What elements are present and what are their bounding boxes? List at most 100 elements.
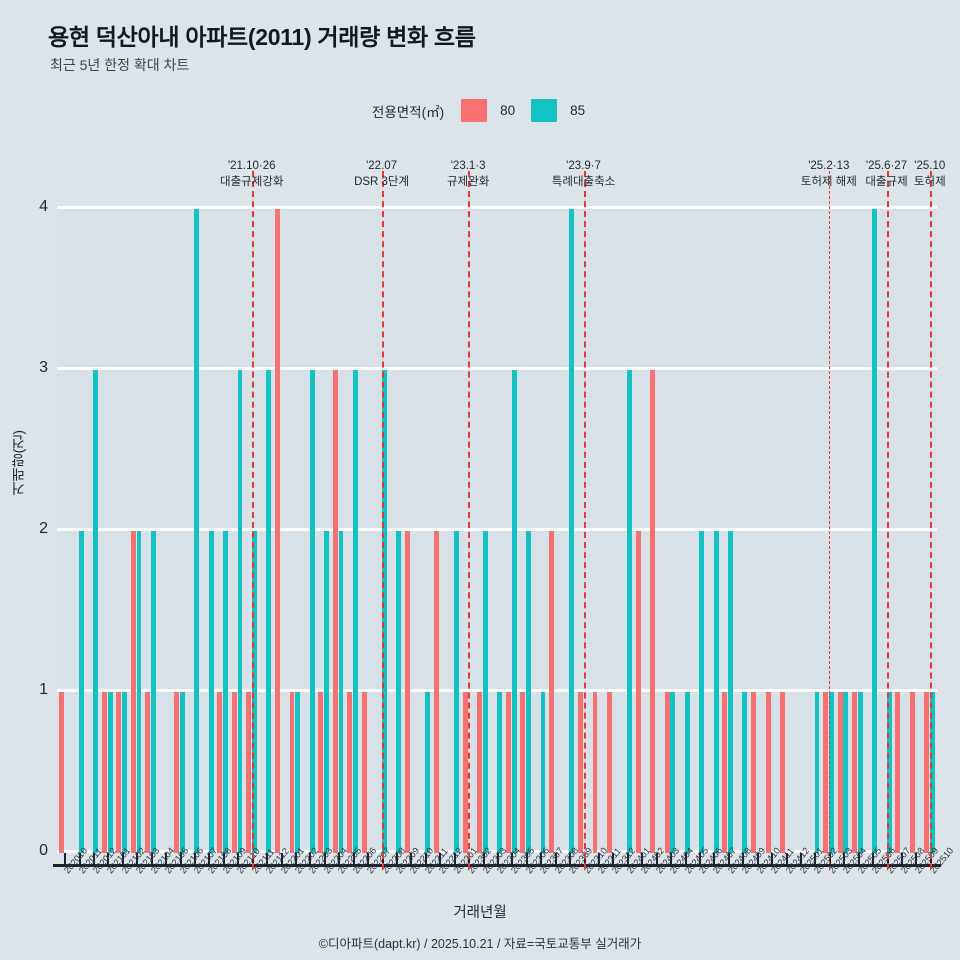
bar xyxy=(477,692,482,853)
bar xyxy=(266,370,272,853)
x-axis-tick xyxy=(655,853,658,866)
event-text: 토허제 xyxy=(913,176,946,188)
bar xyxy=(324,531,329,853)
bar xyxy=(347,692,353,853)
bar xyxy=(569,209,575,853)
x-axis-tick xyxy=(872,853,875,866)
x-axis-tick xyxy=(338,853,341,866)
x-axis-tick xyxy=(482,853,485,866)
bar xyxy=(650,370,656,853)
x-axis-tick xyxy=(626,853,629,866)
page-title: 용현 덕산아내 아파트(2011) 거래량 변화 흐름 xyxy=(48,24,476,50)
bar xyxy=(751,692,757,853)
bar xyxy=(107,692,113,853)
bar xyxy=(453,531,459,853)
x-axis-tick xyxy=(915,853,918,866)
event-text: 토허제 해제 xyxy=(800,176,857,188)
x-axis-tick xyxy=(497,853,499,866)
bar xyxy=(578,692,583,853)
x-axis-tick xyxy=(179,853,182,866)
gridline xyxy=(57,689,937,692)
x-axis-tick xyxy=(900,853,903,866)
bar xyxy=(275,209,280,853)
x-axis-tick xyxy=(424,853,427,866)
x-axis-tick xyxy=(194,853,197,866)
event-line xyxy=(381,171,384,869)
bar xyxy=(289,692,295,853)
event-text: 규제완화 xyxy=(446,176,490,188)
legend-swatch-80 xyxy=(461,99,488,122)
event-date: '25.10 xyxy=(914,160,946,172)
x-axis-tick xyxy=(136,853,139,866)
gridline xyxy=(57,850,937,853)
bar xyxy=(482,531,488,853)
bar xyxy=(58,692,64,853)
bar xyxy=(145,692,151,853)
bar xyxy=(122,692,128,853)
bar xyxy=(540,692,546,853)
bar xyxy=(194,209,200,853)
x-axis-tick xyxy=(64,853,67,866)
x-axis-tick xyxy=(554,853,557,866)
plot-area: 202010 202011 202012 202101 202102 202103 2021… xyxy=(53,206,955,875)
x-axis-tick xyxy=(93,853,96,866)
bar xyxy=(699,531,705,853)
event-label: '23.9·7 특례대출축소 xyxy=(519,158,649,190)
bar xyxy=(930,692,935,853)
x-axis-tick xyxy=(799,853,802,866)
x-axis-tick xyxy=(222,853,225,866)
bar xyxy=(843,692,849,853)
bar xyxy=(217,692,223,853)
bar xyxy=(78,531,84,853)
gridline xyxy=(57,528,937,531)
bar xyxy=(231,692,237,853)
x-axis-tick xyxy=(843,853,846,866)
x-axis-tick xyxy=(727,853,730,866)
y-axis-tick-label: 0 xyxy=(39,842,48,859)
bar xyxy=(93,370,99,853)
event-line xyxy=(886,171,889,869)
bar xyxy=(361,692,367,853)
x-axis-tick xyxy=(540,853,543,866)
x-axis-tick xyxy=(280,853,283,866)
x-axis-tick xyxy=(453,853,456,866)
bar xyxy=(404,531,410,853)
bar xyxy=(895,692,901,853)
bar xyxy=(728,531,733,853)
bar xyxy=(174,692,180,853)
bar xyxy=(814,692,820,853)
bar xyxy=(505,692,511,853)
bar xyxy=(520,692,526,853)
x-axis-tick xyxy=(684,853,687,866)
bar xyxy=(318,692,324,853)
gridline xyxy=(57,367,937,370)
bar-series-layer xyxy=(57,209,937,853)
event-label: '22.07 DSR 3단계 xyxy=(317,158,447,190)
event-date: '21.10·26 xyxy=(227,160,276,172)
event-date: '25.6·27 xyxy=(865,160,908,172)
bar xyxy=(635,531,641,853)
x-axis-tick xyxy=(612,853,615,866)
bar xyxy=(237,370,243,853)
x-axis-tick xyxy=(150,853,153,866)
bar xyxy=(332,370,338,853)
bar xyxy=(924,692,930,853)
event-label: '21.10·26 대출규제강화 xyxy=(187,158,317,190)
x-axis-tick xyxy=(771,853,774,866)
bar xyxy=(223,531,228,853)
x-axis-tick xyxy=(208,853,211,866)
x-axis-tick xyxy=(367,853,370,866)
bar xyxy=(425,692,430,853)
x-axis-tick xyxy=(396,853,399,866)
x-axis-tick xyxy=(511,853,514,866)
bar xyxy=(136,531,142,853)
bar xyxy=(381,370,387,853)
bar xyxy=(722,692,728,853)
bar xyxy=(102,692,107,853)
x-axis-tick xyxy=(698,853,701,866)
event-line xyxy=(929,171,932,869)
bar xyxy=(829,692,834,853)
event-label: '25.2·13 토허제 해제 xyxy=(764,158,894,190)
x-axis-tick xyxy=(107,853,110,866)
x-axis-title: 거래년월 xyxy=(453,905,507,921)
